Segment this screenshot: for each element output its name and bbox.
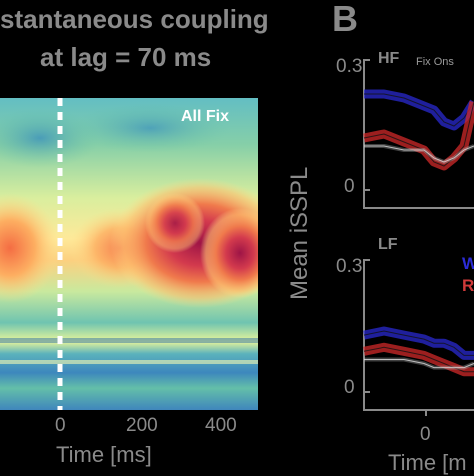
hf-label: HF: [378, 50, 400, 67]
hf-series-0-band: [364, 89, 474, 131]
heatmap-x-tick-200: 200: [126, 415, 158, 436]
panel-a-title-line2: at lag = 70 ms: [40, 42, 212, 72]
hf-series-0-line: [364, 93, 474, 127]
heatmap: [0, 98, 258, 410]
lf-series-2-band: [364, 357, 474, 370]
hf-series-1-line: [363, 101, 474, 167]
lf-y-tick-0.3: 0.3: [336, 256, 363, 277]
panel-b-letter: B: [332, 0, 358, 39]
hf-y-tick-0.3: 0.3: [336, 56, 363, 77]
lf-series-1-line: [363, 346, 474, 373]
hf-y-tick-0: 0: [344, 176, 355, 197]
lf-series-0-line: [363, 330, 474, 356]
heatmap-inset-label: All Fix: [181, 108, 230, 125]
lineplot-x-label: Time [m: [388, 450, 467, 475]
hf-annotation: Fix Ons: [416, 56, 454, 68]
panel-a-title-line1: stantaneous coupling: [0, 4, 269, 34]
lf-y-tick-0: 0: [344, 377, 355, 398]
legend-w: W: [462, 254, 474, 273]
lf-series-2-line: [364, 359, 474, 369]
hf-series-2-line: [364, 145, 474, 163]
lf-label: LF: [378, 236, 398, 253]
heatmap-x-tick-400: 400: [205, 415, 237, 436]
lineplot-x-tick-0: 0: [420, 424, 431, 445]
heatmap-x-tick-0: 0: [55, 415, 66, 436]
legend-r: R: [462, 276, 474, 295]
heatmap-x-label: Time [ms]: [56, 442, 152, 467]
